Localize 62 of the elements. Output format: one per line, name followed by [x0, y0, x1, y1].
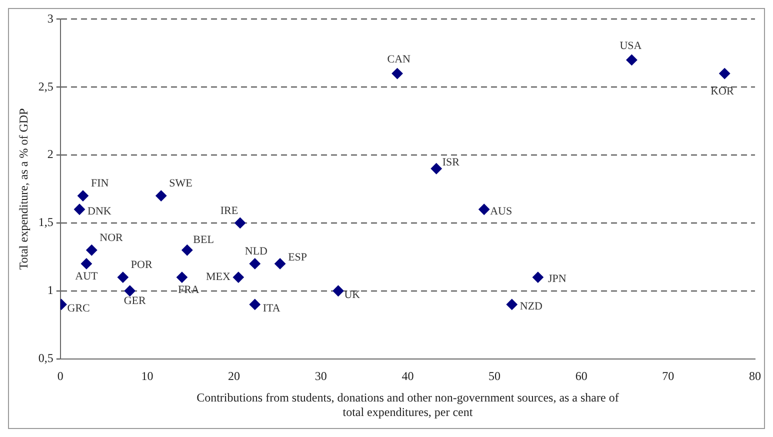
data-label: NLD	[244, 246, 268, 258]
x-tick-label: 60	[575, 369, 588, 384]
point	[182, 244, 193, 256]
point	[234, 217, 246, 228]
y-tick-label: 1	[47, 283, 54, 298]
data-label: ITA	[262, 302, 280, 314]
point	[176, 272, 188, 283]
y-tick-label: 2	[47, 147, 54, 162]
data-label: JPN	[548, 273, 566, 286]
point	[719, 68, 730, 80]
data-label: ESP	[288, 252, 308, 264]
y-tick-label: 3	[47, 11, 54, 26]
data-label: CAN	[387, 53, 411, 66]
point	[74, 204, 85, 215]
data-label: MEX	[206, 271, 230, 284]
data-label: POR	[130, 259, 153, 272]
point	[626, 54, 638, 66]
point	[117, 272, 128, 283]
point	[332, 285, 344, 296]
point	[506, 298, 518, 310]
point	[392, 68, 403, 80]
x-tick-label: 50	[488, 369, 501, 384]
data-label: KOR	[710, 85, 734, 98]
data-label: AUS	[490, 205, 512, 218]
data-label: BEL	[193, 234, 214, 246]
x-tick-label: 10	[141, 369, 154, 384]
x-axis-title: Contributions from students, donations and other non-government sources, as a share of total expenditures, per cent	[196, 390, 619, 419]
point	[478, 204, 490, 215]
point	[430, 163, 442, 174]
data-label: AUT	[75, 270, 98, 283]
data-label: UK	[344, 288, 360, 301]
x-tick-label: 0	[57, 369, 64, 384]
data-label: NZD	[520, 300, 543, 312]
point	[249, 298, 260, 310]
x-tick-label: 70	[662, 369, 674, 384]
data-label: FRA	[178, 284, 200, 296]
point	[532, 272, 544, 283]
y-tick-label: 0,5	[38, 350, 54, 365]
point	[232, 272, 244, 283]
data-label: IRE	[220, 204, 238, 217]
point	[274, 258, 286, 270]
x-tick-label: 30	[314, 369, 327, 384]
data-label: DNK	[88, 205, 112, 218]
x-tick-label: 20	[228, 369, 240, 384]
x-tick-label: 80	[749, 369, 761, 384]
point	[249, 258, 260, 270]
data-label: NOR	[100, 232, 124, 244]
data-label: SWE	[169, 178, 193, 190]
point	[156, 190, 167, 202]
point	[80, 258, 92, 270]
data-label: FIN	[90, 178, 109, 190]
point	[86, 244, 98, 256]
x-tick-label: 40	[402, 369, 414, 384]
y-tick-label: 2,5	[38, 79, 54, 94]
point	[124, 285, 136, 296]
data-label: USA	[620, 40, 642, 52]
data-label: GER	[124, 294, 147, 307]
y-axis-title: Total expenditure, as a % of GDP	[16, 108, 30, 270]
point	[77, 190, 88, 202]
data-label: GRC	[67, 302, 90, 314]
y-tick-label: 1,5	[38, 215, 54, 230]
data-label: ISR	[442, 156, 460, 169]
